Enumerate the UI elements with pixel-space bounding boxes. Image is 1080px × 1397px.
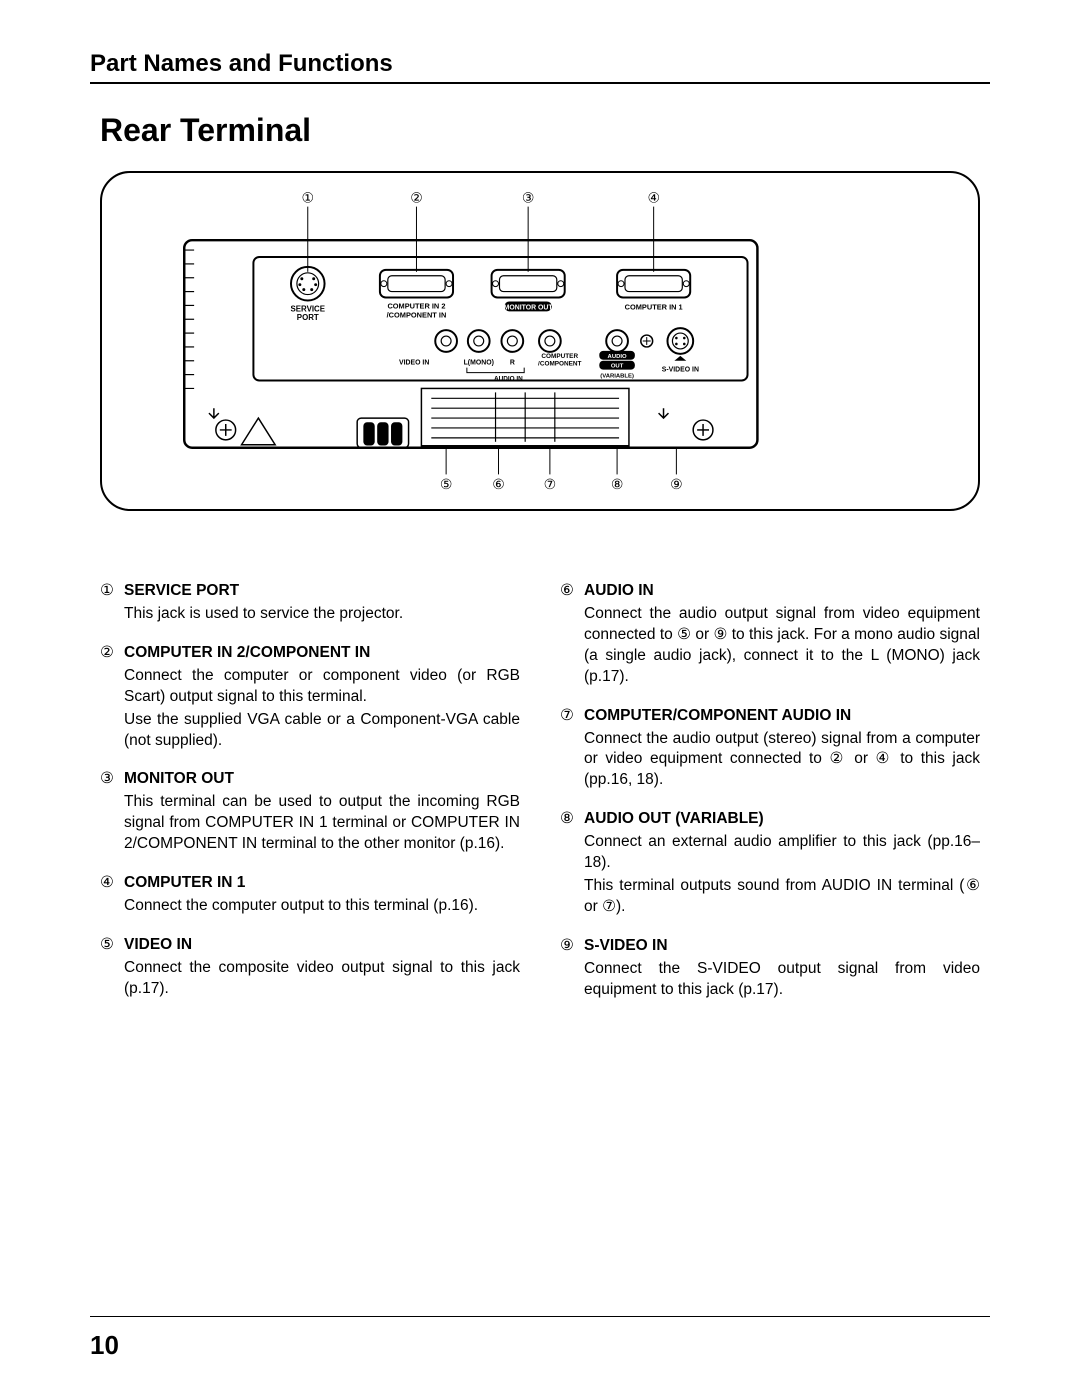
item-body: Connect the computer output to this term… xyxy=(124,896,520,917)
item-paragraph: Connect the computer output to this term… xyxy=(124,896,520,917)
svg-text:COMPUTER IN 1: COMPUTER IN 1 xyxy=(625,302,683,311)
svg-text:⑦: ⑦ xyxy=(544,476,556,492)
item-number: ⑤ xyxy=(100,935,118,956)
svg-text:AUDIO: AUDIO xyxy=(608,354,627,360)
item-title: COMPUTER IN 2/COMPONENT IN xyxy=(124,643,370,664)
description-item: ④ COMPUTER IN 1Connect the computer outpu… xyxy=(100,873,520,917)
item-number: ⑨ xyxy=(560,936,578,957)
item-number: ③ xyxy=(100,769,118,790)
item-title: VIDEO IN xyxy=(124,935,192,956)
description-item: ⑥ AUDIO INConnect the audio output signal… xyxy=(560,581,980,688)
item-paragraph: This terminal outputs sound from AUDIO I… xyxy=(584,876,980,918)
svg-text:COMPUTER IN 2: COMPUTER IN 2 xyxy=(387,301,445,310)
item-number: ⑦ xyxy=(560,706,578,727)
item-title: SERVICE PORT xyxy=(124,581,239,602)
svg-text:AUDIO IN: AUDIO IN xyxy=(494,376,523,383)
svg-text:/COMPONENT IN: /COMPONENT IN xyxy=(387,310,447,319)
description-item: ⑤ VIDEO INConnect the composite video out… xyxy=(100,935,520,1000)
page-number: 10 xyxy=(90,1330,119,1361)
left-column: ① SERVICE PORTThis jack is used to servic… xyxy=(100,581,520,1019)
item-title: MONITOR OUT xyxy=(124,769,234,790)
item-body: Connect the audio output signal from vid… xyxy=(584,604,980,688)
page-header: Part Names and Functions xyxy=(90,50,990,84)
svg-text:R: R xyxy=(510,360,515,367)
item-paragraph: Use the supplied VGA cable or a Componen… xyxy=(124,710,520,752)
description-item: ① SERVICE PORTThis jack is used to servic… xyxy=(100,581,520,625)
item-title: COMPUTER IN 1 xyxy=(124,873,245,894)
svg-text:②: ② xyxy=(410,190,422,206)
description-item: ⑦ COMPUTER/COMPONENT AUDIO INConnect the … xyxy=(560,706,980,792)
item-paragraph: Connect the S-VIDEO output signal from v… xyxy=(584,959,980,1001)
item-body: Connect an external audio amplifier to t… xyxy=(584,832,980,918)
item-paragraph: Connect the computer or component video … xyxy=(124,666,520,708)
svg-text:⑥: ⑥ xyxy=(492,476,504,492)
item-paragraph: Connect the audio output signal from vid… xyxy=(584,604,980,688)
svg-text:S-VIDEO IN: S-VIDEO IN xyxy=(662,367,699,374)
svg-text:①: ① xyxy=(302,190,314,206)
item-title: AUDIO IN xyxy=(584,581,654,602)
item-body: Connect the composite video output signa… xyxy=(124,958,520,1000)
svg-text:OUT: OUT xyxy=(611,364,624,370)
item-body: Connect the audio output (stereo) signal… xyxy=(584,729,980,792)
svg-text:L(MONO): L(MONO) xyxy=(464,360,494,367)
item-title: AUDIO OUT (VARIABLE) xyxy=(584,809,764,830)
description-item: ⑧ AUDIO OUT (VARIABLE)Connect an external… xyxy=(560,809,980,918)
item-title: COMPUTER/COMPONENT AUDIO IN xyxy=(584,706,851,727)
item-paragraph: Connect the audio output (stereo) signal… xyxy=(584,729,980,792)
svg-text:SERVICE: SERVICE xyxy=(291,304,326,313)
item-body: This terminal can be used to output the … xyxy=(124,792,520,855)
item-number: ④ xyxy=(100,873,118,894)
item-paragraph: This terminal can be used to output the … xyxy=(124,792,520,855)
item-number: ② xyxy=(100,643,118,664)
description-item: ② COMPUTER IN 2/COMPONENT INConnect the c… xyxy=(100,643,520,752)
right-column: ⑥ AUDIO INConnect the audio output signal… xyxy=(560,581,980,1019)
item-body: This jack is used to service the project… xyxy=(124,604,520,625)
description-item: ⑨ S-VIDEO INConnect the S-VIDEO output si… xyxy=(560,936,980,1001)
svg-text:VIDEO IN: VIDEO IN xyxy=(399,360,429,367)
rear-terminal-diagram: ① ② ③ ④ xyxy=(100,171,980,511)
description-columns: ① SERVICE PORTThis jack is used to servic… xyxy=(100,581,980,1019)
item-number: ⑥ xyxy=(560,581,578,602)
svg-text:/COMPONENT: /COMPONENT xyxy=(538,361,582,368)
svg-text:⑨: ⑨ xyxy=(670,476,682,492)
item-paragraph: Connect an external audio amplifier to t… xyxy=(584,832,980,874)
footer-rule xyxy=(90,1316,990,1317)
svg-text:MONITOR OUT: MONITOR OUT xyxy=(504,304,554,311)
svg-text:⑧: ⑧ xyxy=(611,476,623,492)
item-paragraph: Connect the composite video output signa… xyxy=(124,958,520,1000)
item-paragraph: This jack is used to service the project… xyxy=(124,604,520,625)
svg-text:COMPUTER: COMPUTER xyxy=(541,353,578,360)
svg-text:④: ④ xyxy=(647,190,659,206)
item-number: ① xyxy=(100,581,118,602)
section-title: Rear Terminal xyxy=(100,112,990,149)
svg-text:⑤: ⑤ xyxy=(440,476,452,492)
svg-text:③: ③ xyxy=(522,190,534,206)
svg-text:PORT: PORT xyxy=(297,313,319,322)
item-title: S-VIDEO IN xyxy=(584,936,668,957)
svg-text:(VARIABLE): (VARIABLE) xyxy=(600,374,634,380)
item-body: Connect the computer or component video … xyxy=(124,666,520,752)
description-item: ③ MONITOR OUTThis terminal can be used to… xyxy=(100,769,520,855)
diagram-svg: ① ② ③ ④ xyxy=(102,173,978,509)
item-body: Connect the S-VIDEO output signal from v… xyxy=(584,959,980,1001)
item-number: ⑧ xyxy=(560,809,578,830)
